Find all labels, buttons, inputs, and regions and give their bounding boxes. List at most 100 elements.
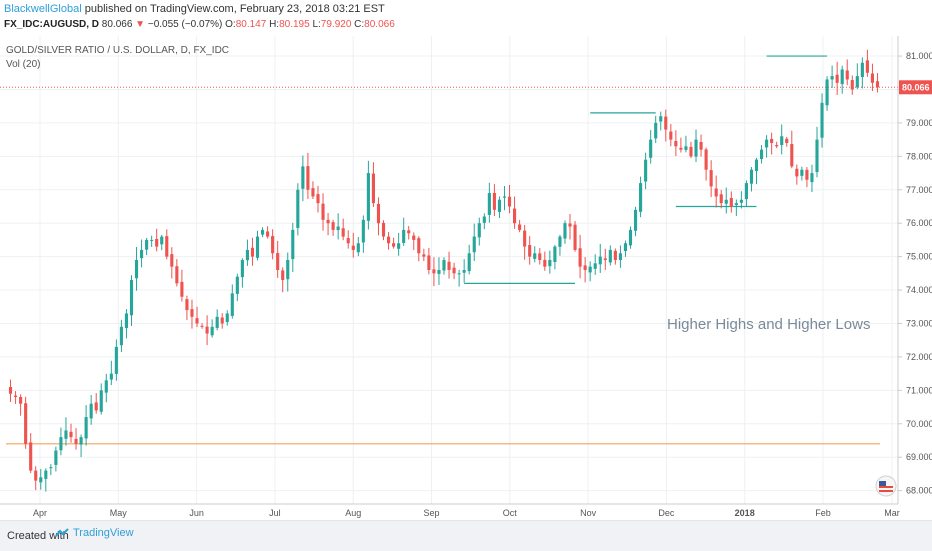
candle-body	[447, 261, 451, 270]
candle-body	[558, 236, 562, 247]
candle	[150, 235, 154, 247]
candle	[502, 185, 507, 211]
candle	[724, 187, 728, 214]
candle	[447, 251, 451, 279]
y-tick-label: 77.000	[906, 185, 932, 195]
candle-body	[371, 173, 375, 204]
candle-body	[266, 231, 270, 237]
candle	[538, 248, 542, 265]
candle-body	[356, 243, 360, 253]
candle-body	[44, 470, 48, 479]
candle	[684, 135, 688, 153]
candle-body	[402, 229, 406, 243]
candle	[442, 257, 446, 275]
candle-body	[699, 141, 703, 150]
candle-body	[633, 209, 638, 231]
candle	[392, 237, 396, 249]
candle-body	[109, 373, 113, 380]
candle-body	[497, 199, 502, 212]
created-with-label: Created with	[7, 530, 69, 542]
candle-body	[89, 403, 93, 419]
candle	[129, 275, 134, 326]
candle	[109, 360, 113, 386]
candle	[44, 468, 48, 492]
candle	[694, 129, 698, 163]
candle	[190, 299, 194, 329]
candle-body	[281, 270, 285, 281]
last-price-badge-label: 80.066	[902, 82, 930, 92]
candle	[462, 259, 466, 283]
candle	[155, 228, 159, 252]
y-tick-label: 70.000	[906, 419, 932, 429]
candle	[669, 124, 673, 147]
candle-body	[361, 219, 365, 243]
author-link[interactable]: BlackwellGlobal	[4, 3, 82, 15]
candle-body	[694, 139, 698, 157]
y-tick-label: 74.000	[906, 285, 932, 295]
candle-body	[679, 147, 683, 150]
candle	[492, 184, 496, 216]
last-price-badge-bg	[899, 80, 932, 95]
candle	[336, 213, 340, 240]
candle	[825, 76, 829, 111]
candle-body	[200, 325, 204, 327]
candle-body	[618, 253, 622, 260]
candle-body	[754, 159, 759, 172]
candle	[140, 239, 144, 268]
candle-body	[467, 253, 471, 272]
candle	[316, 185, 320, 213]
candle	[341, 218, 345, 241]
candle	[654, 115, 658, 144]
candle-body	[437, 270, 441, 274]
candle	[482, 213, 486, 230]
price-chart[interactable]: 68.000 69.000 70.000 71.000 72.000 73.000 74.0…	[0, 36, 932, 520]
low-value: 79.920	[320, 19, 352, 30]
candle	[850, 75, 854, 95]
tradingview-link[interactable]: TradingView	[55, 527, 134, 539]
candle	[397, 232, 401, 256]
candle	[719, 189, 723, 209]
candle-body	[150, 239, 154, 241]
candle	[19, 394, 23, 416]
x-tick-label: Nov	[580, 508, 597, 518]
candle-body	[593, 263, 597, 269]
candle-body	[563, 223, 567, 239]
candle	[840, 65, 844, 94]
candle	[754, 157, 759, 185]
candle-body	[235, 276, 239, 294]
candle	[427, 248, 431, 275]
candle-body	[175, 266, 179, 284]
candle	[785, 136, 789, 147]
candle	[286, 252, 290, 292]
candle-body	[160, 236, 164, 245]
candle	[578, 234, 582, 279]
candle-body	[326, 219, 330, 224]
candle	[13, 391, 18, 404]
candle	[281, 267, 285, 293]
candle	[422, 248, 426, 262]
candle	[749, 166, 754, 192]
candle-body	[649, 139, 653, 158]
candle-body	[659, 116, 663, 122]
candle	[477, 217, 481, 246]
candle-body	[770, 138, 774, 143]
candle-body	[870, 73, 875, 83]
candle	[114, 339, 118, 381]
candle-body	[255, 236, 260, 258]
candle	[220, 313, 224, 329]
candle-body	[210, 326, 214, 336]
price-axis: 68.000 69.000 70.000 71.000 72.000 73.000 74.0…	[897, 36, 932, 504]
candle-body	[99, 390, 103, 412]
candle	[371, 162, 375, 207]
x-tick-label: Jul	[269, 508, 281, 518]
legend-title: GOLD/SILVER RATIO / U.S. DOLLAR, D, FX_I…	[6, 45, 229, 56]
candle	[381, 220, 386, 241]
low-label: L:	[312, 19, 321, 30]
candle-body	[39, 477, 43, 483]
candle-body	[482, 216, 486, 223]
candle-body	[709, 170, 713, 187]
candle	[739, 191, 743, 209]
candle	[205, 315, 209, 346]
candle-body	[351, 245, 355, 250]
x-tick-label: Jun	[189, 508, 204, 518]
